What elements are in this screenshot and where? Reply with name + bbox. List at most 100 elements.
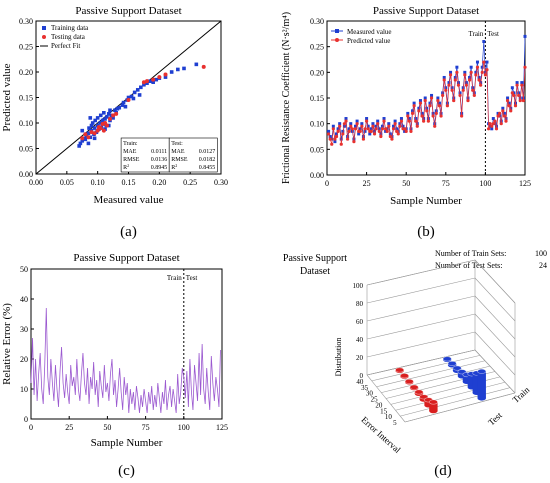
- predicted-point: [338, 124, 342, 128]
- measured-point: [453, 75, 457, 79]
- testing-point: [163, 72, 168, 77]
- predicted-point: [326, 132, 331, 136]
- y-tick-label: 0.30: [19, 17, 33, 26]
- predicted-point: [509, 109, 513, 113]
- predicted-point: [403, 127, 407, 131]
- measured-point: [406, 111, 410, 115]
- training-point: [113, 108, 117, 113]
- x-tick-label: 0.00: [29, 178, 43, 187]
- predicted-point: [374, 127, 378, 131]
- predicted-point: [490, 124, 494, 128]
- measured-point: [376, 119, 380, 123]
- predicted-point: [360, 124, 364, 128]
- predicted-point: [486, 127, 491, 131]
- stats-title-train: Train:: [123, 141, 138, 147]
- predicted-point: [456, 83, 461, 87]
- training-point: [92, 136, 97, 141]
- training-point: [182, 66, 186, 71]
- bar-top: [428, 399, 438, 405]
- predicted-point: [382, 119, 386, 123]
- floor-grid: [395, 381, 506, 411]
- row-label-test: Test: [486, 410, 504, 428]
- predicted-point: [510, 91, 514, 95]
- x-tick-label: 0: [29, 423, 33, 432]
- predicted-point: [355, 122, 359, 126]
- training-point: [137, 93, 142, 97]
- predicted-point: [417, 109, 421, 113]
- y-tick-label: 50: [20, 265, 28, 274]
- measured-point: [506, 96, 510, 100]
- predicted-point: [404, 129, 408, 133]
- predicted-point: [450, 88, 454, 92]
- x-tick-label: 50: [103, 423, 111, 432]
- bar-test: [428, 399, 438, 414]
- y-tick-label: 0.10: [19, 119, 33, 128]
- legend-label-training: Training data: [51, 24, 89, 32]
- measured-point: [333, 140, 337, 144]
- x-tick-label: 75: [442, 179, 450, 188]
- x-tick-label: 75: [142, 423, 150, 432]
- measured-point: [423, 96, 427, 100]
- training-point: [148, 79, 152, 83]
- predicted-point: [418, 101, 423, 105]
- predicted-point: [353, 127, 358, 131]
- predicted-point: [365, 119, 369, 123]
- measured-point: [338, 122, 342, 126]
- bar-body: [467, 373, 477, 388]
- bar-test: [409, 384, 419, 391]
- floor-grid: [376, 360, 486, 388]
- measured-point: [374, 124, 378, 128]
- measured-point: [507, 101, 511, 105]
- testing-point: [101, 128, 106, 133]
- predicted-point: [485, 68, 489, 72]
- predicted-point: [521, 98, 526, 103]
- y-tick-label: 40: [20, 295, 28, 304]
- predicted-point: [460, 114, 464, 118]
- predicted-point: [518, 98, 522, 103]
- predicted-point: [491, 122, 495, 126]
- training-point: [98, 121, 102, 125]
- predicted-point: [399, 119, 404, 123]
- measured-point: [366, 124, 370, 128]
- training-point: [86, 141, 91, 146]
- predicted-point: [502, 114, 507, 118]
- measured-point: [336, 127, 340, 131]
- predicted-point: [461, 88, 465, 92]
- training-point: [95, 116, 100, 120]
- chart-d: Passive Support Dataset Number of Train Se…: [283, 249, 547, 479]
- measured-point: [442, 75, 446, 79]
- predicted-point: [371, 124, 375, 128]
- training-point: [169, 70, 174, 74]
- training-point: [126, 95, 131, 100]
- z-tick-label: 60: [356, 318, 364, 326]
- testing-point: [151, 77, 156, 82]
- testing-point: [108, 116, 112, 121]
- stats-r2-train: 0.8945: [151, 165, 168, 171]
- measured-point: [339, 137, 343, 141]
- predicted-point: [390, 137, 394, 141]
- chart-title: Passive Support Dataset: [75, 5, 181, 17]
- measured-point: [455, 65, 459, 69]
- measured-point: [447, 81, 451, 85]
- predicted-point: [488, 122, 492, 126]
- measured-point: [428, 101, 432, 105]
- predicted-point: [336, 129, 340, 133]
- predicted-point: [344, 119, 348, 123]
- y-tick-label: 30: [20, 325, 28, 334]
- measured-point: [480, 65, 484, 69]
- x-tick-label: 0: [325, 179, 329, 188]
- measured-point: [474, 70, 478, 74]
- predicted-point: [499, 122, 503, 126]
- floor-grid: [381, 365, 491, 393]
- predicted-point: [331, 127, 335, 131]
- predicted-point: [379, 134, 383, 139]
- predicted-point: [434, 111, 438, 115]
- x-tick-label: 0.20: [152, 178, 166, 187]
- measured-point: [464, 81, 468, 85]
- train-sets-value: 100: [535, 249, 547, 258]
- measured-point: [335, 132, 339, 136]
- training-point: [145, 81, 149, 86]
- y-tick-label: 20: [20, 355, 28, 364]
- predicted-point: [442, 78, 446, 82]
- legend-label-testing: Testing data: [51, 33, 86, 41]
